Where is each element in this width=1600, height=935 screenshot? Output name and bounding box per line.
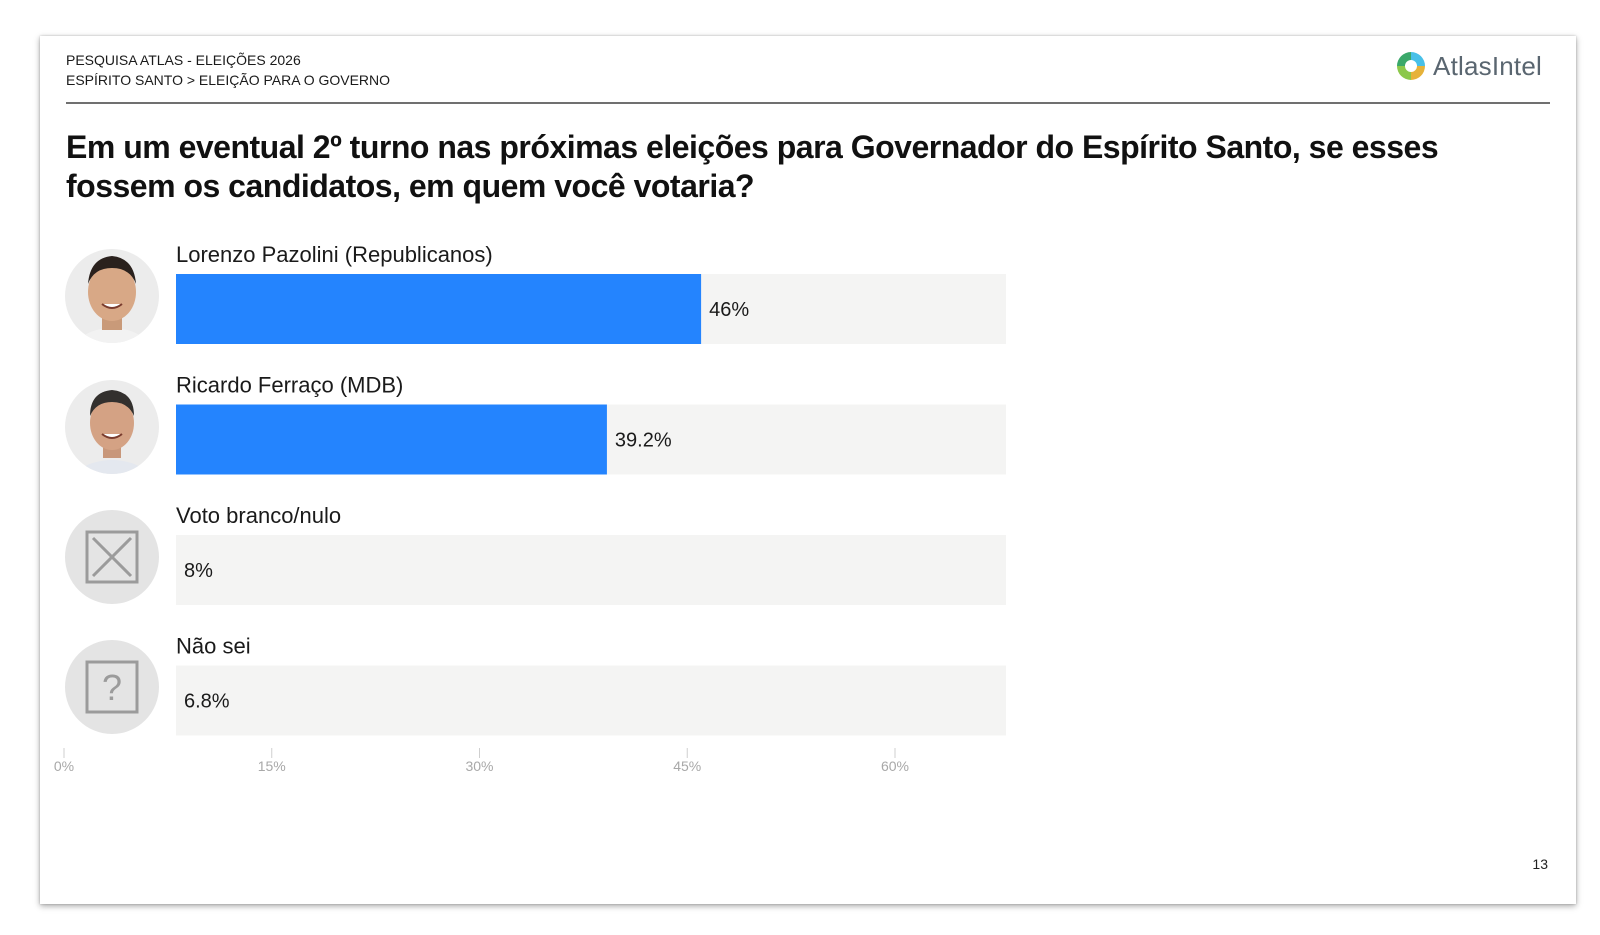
value-label: 6.8% — [184, 691, 230, 713]
category-label: Voto branco/nulo — [176, 503, 341, 528]
bar-track — [176, 535, 1006, 605]
value-label: 8% — [184, 560, 213, 582]
page-number: 13 — [1532, 856, 1548, 872]
breadcrumb: ESPÍRITO SANTO > ELEIÇÃO PARA O GOVERNO — [66, 72, 391, 88]
x-tick-label: 0% — [54, 758, 74, 774]
header-divider — [66, 102, 1550, 104]
x-tick-label: 30% — [465, 758, 493, 774]
question-box-icon: ? — [65, 640, 159, 734]
brand-logo: AtlasIntel — [1395, 50, 1542, 82]
x-box-icon — [65, 510, 159, 604]
x-tick-label: 60% — [881, 758, 909, 774]
bar-chart: ? Lorenzo Pazolini (Republicanos) 46% Rica… — [54, 242, 1006, 774]
value-label: 39.2% — [615, 430, 672, 452]
value-label: 46% — [709, 299, 749, 321]
survey-title: PESQUISA ATLAS - ELEIÇÕES 2026 — [66, 52, 301, 68]
bar — [176, 404, 607, 475]
bar-track — [176, 665, 1006, 736]
svg-text:?: ? — [102, 667, 122, 708]
x-axis: 0% 15% 30% 45% 60% — [54, 748, 909, 774]
candidate-photo-pazolini — [65, 249, 159, 343]
candidate-photo-ferraco — [65, 380, 159, 474]
category-label: Não sei — [176, 634, 251, 659]
question-title: Em um eventual 2º turno nas próximas ele… — [66, 129, 1439, 204]
bar — [176, 274, 702, 344]
logo-text: AtlasIntel — [1433, 50, 1542, 81]
category-label: Ricardo Ferraço (MDB) — [176, 373, 403, 398]
category-label: Lorenzo Pazolini (Republicanos) — [176, 242, 493, 267]
slide: PESQUISA ATLAS - ELEIÇÕES 2026 ESPÍRITO … — [40, 36, 1576, 904]
atlasintel-logo-icon — [1397, 52, 1426, 80]
x-tick-label: 45% — [673, 758, 701, 774]
x-tick-label: 15% — [258, 758, 286, 774]
slide-header: PESQUISA ATLAS - ELEIÇÕES 2026 ESPÍRITO … — [66, 50, 390, 90]
